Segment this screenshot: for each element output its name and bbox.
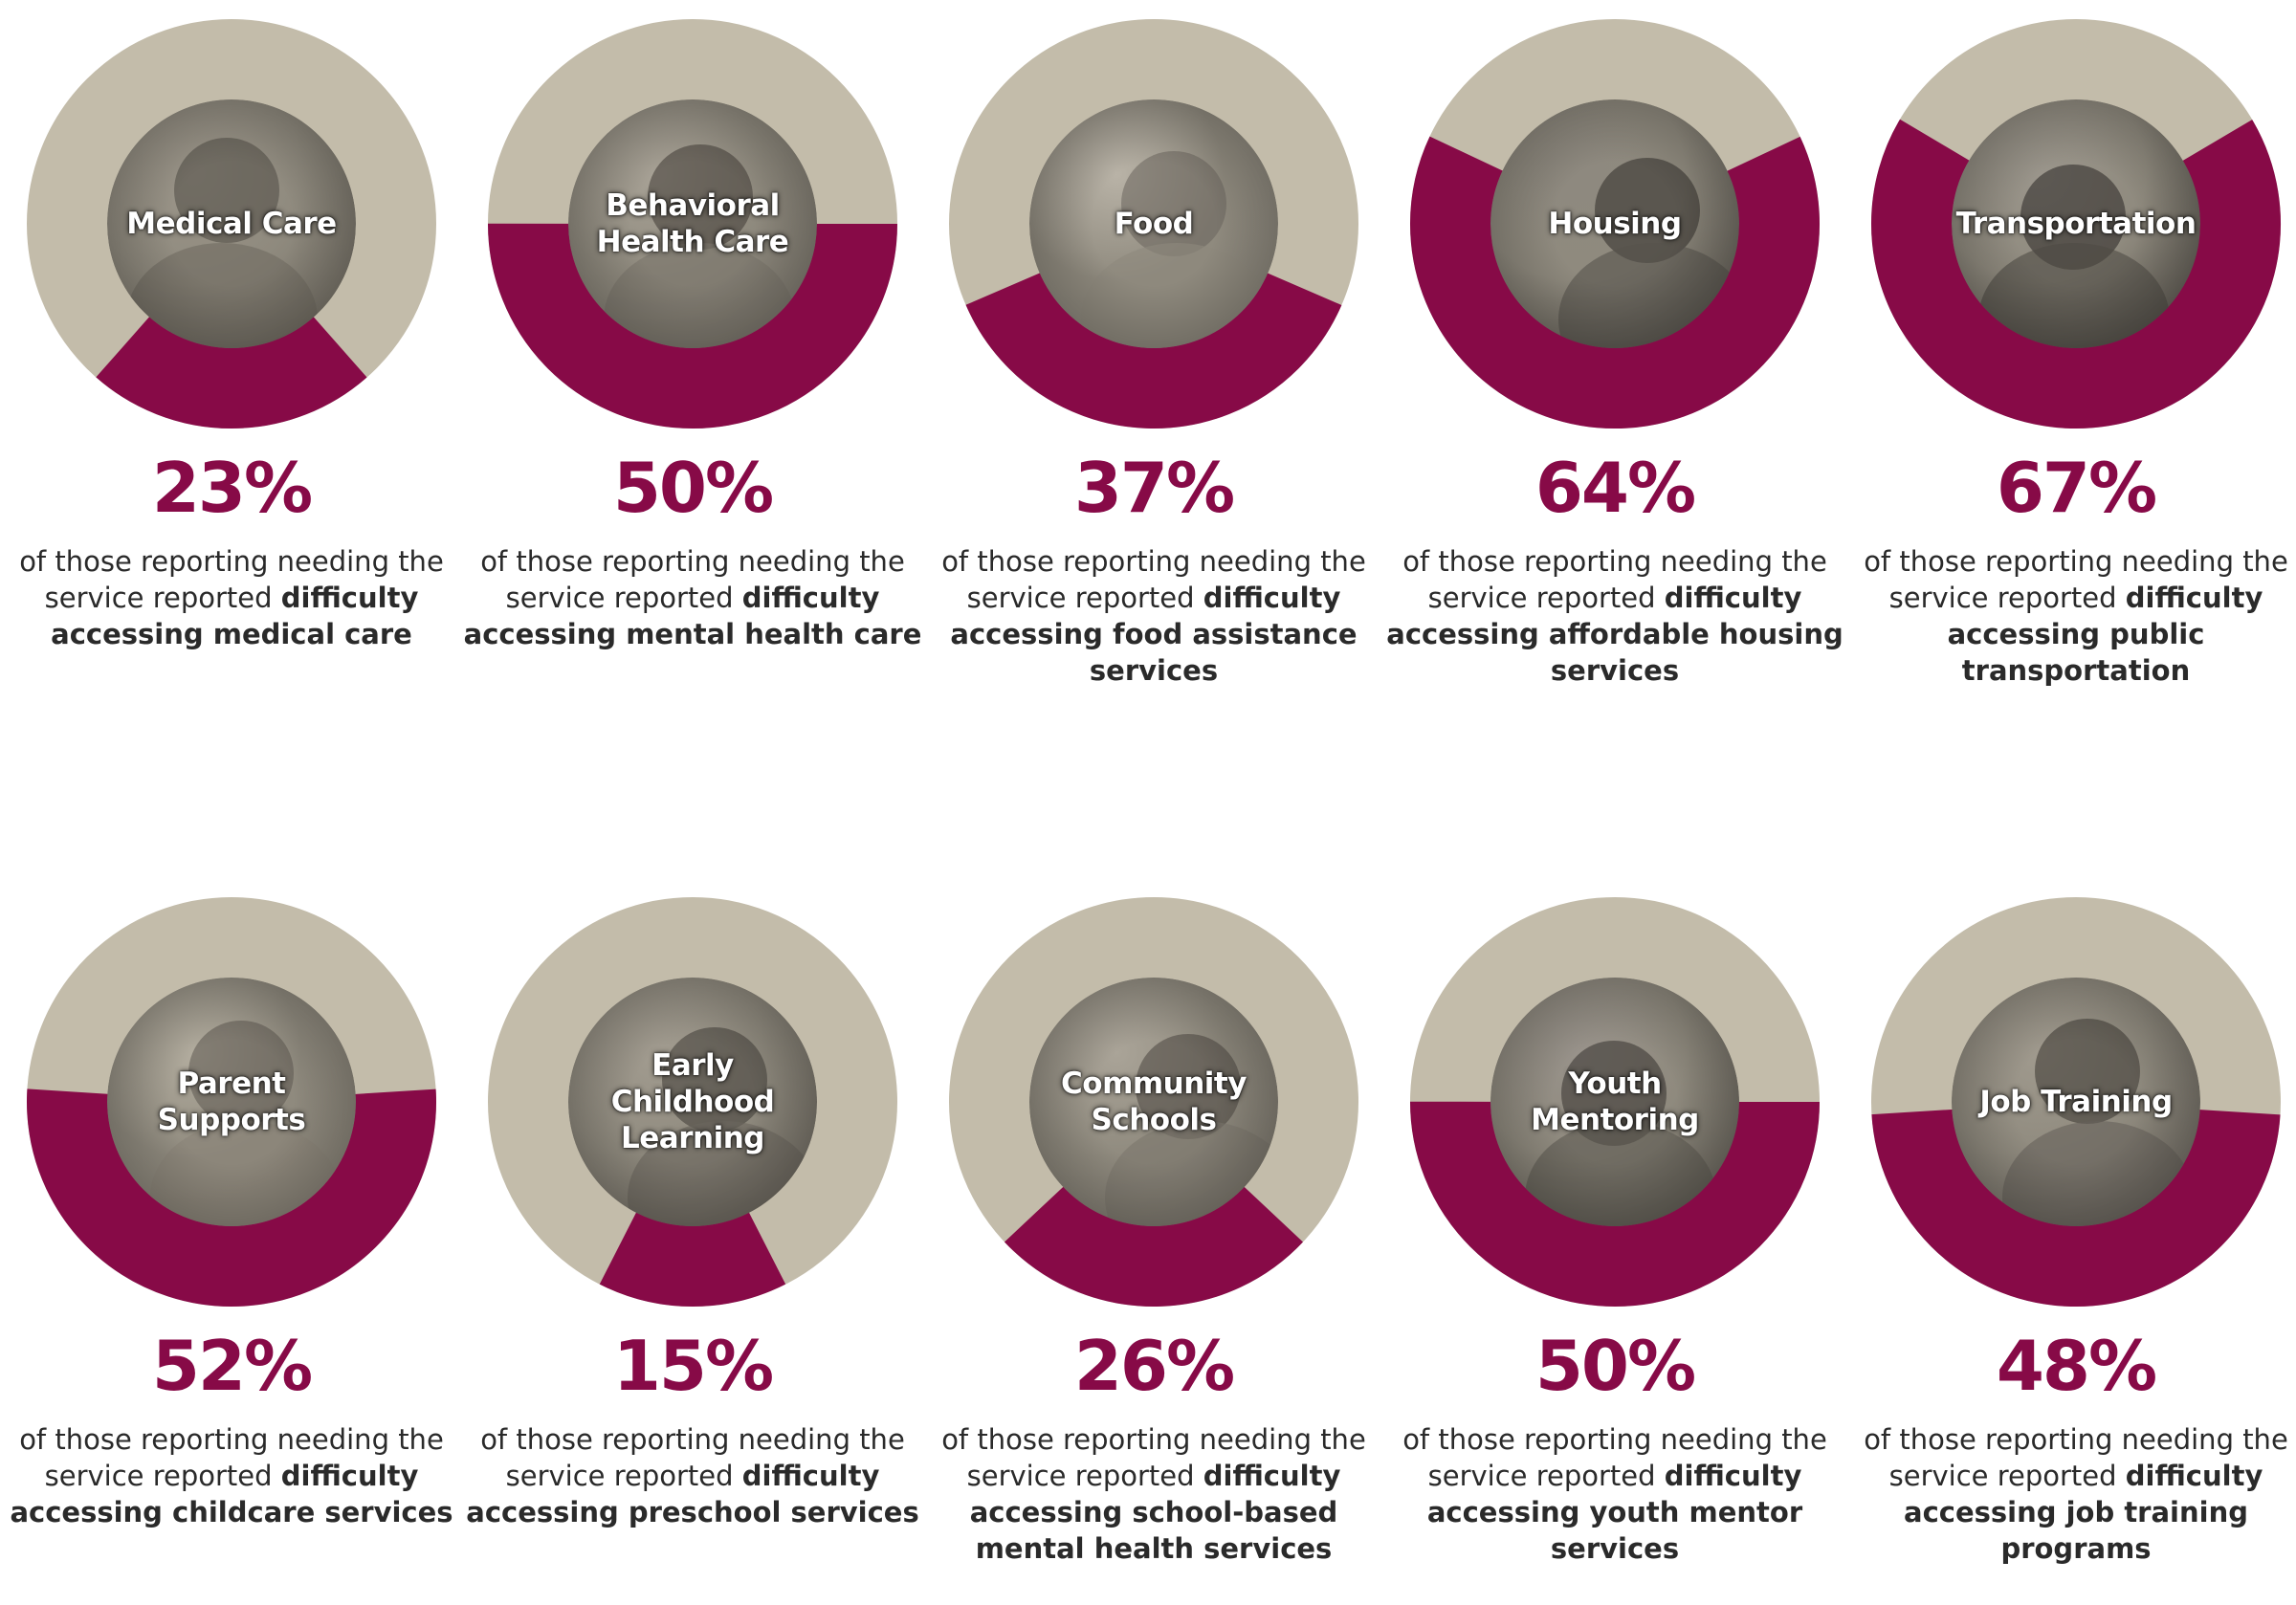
caption-text: of those reporting needing the service r… xyxy=(1864,545,2288,614)
caption-emphasis: difficulty accessing youth mentor servic… xyxy=(1426,1460,1803,1565)
caption-text: of those reporting needing the service r… xyxy=(941,1423,1366,1492)
caption-text: of those reporting needing the service r… xyxy=(19,1423,444,1492)
donut-value-arc xyxy=(949,19,1358,429)
service-label: Job Training xyxy=(1979,1085,2173,1119)
caption: of those reporting needing the service r… xyxy=(922,543,1385,689)
donut-card: Early Childhood Learning 15% of those repo… xyxy=(461,878,920,1605)
man-with-glasses-photo: Job Training xyxy=(1952,978,2200,1226)
donut-value-arc xyxy=(1410,897,1820,1307)
donut-value-arc xyxy=(27,19,436,429)
caption-text: of those reporting needing the service r… xyxy=(941,545,1366,614)
caption: of those reporting needing the service r… xyxy=(1383,1421,1846,1567)
donut-svg xyxy=(27,897,436,1307)
donut-card: Food 37% of those reporting needing the se… xyxy=(922,0,1381,727)
service-label: Youth Mentoring xyxy=(1531,1066,1699,1137)
phone-map-photo: Transportation xyxy=(1952,99,2200,348)
caption: of those reporting needing the service r… xyxy=(1844,543,2296,689)
donut-card: Medical Care 23% of those reporting needin… xyxy=(0,0,459,727)
service-label: Parent Supports xyxy=(157,1066,306,1137)
room-doorway-photo: Housing xyxy=(1490,99,1739,348)
donut-value-arc xyxy=(27,897,436,1307)
donut-svg xyxy=(1871,19,2281,429)
donut-value-arc xyxy=(1410,19,1820,429)
service-label: Community Schools xyxy=(1061,1066,1247,1137)
service-label: Early Childhood Learning xyxy=(610,1048,775,1155)
percentage-value: 26% xyxy=(1073,1326,1235,1406)
hospital-patient-photo: Medical Care xyxy=(107,99,356,348)
mentor-and-child-photo: Youth Mentoring xyxy=(1490,978,1739,1226)
donut-value-arc xyxy=(1871,897,2281,1307)
caption-text: of those reporting needing the service r… xyxy=(480,545,905,614)
children-smiling-photo: Early Childhood Learning xyxy=(568,978,817,1226)
baby-photo: Food xyxy=(1029,99,1278,348)
caption-text: of those reporting needing the service r… xyxy=(1402,1423,1827,1492)
caption-text: of those reporting needing the service r… xyxy=(19,545,444,614)
caption-emphasis: difficulty accessing public transportati… xyxy=(1947,582,2263,687)
donut-chart: Behavioral Health Care xyxy=(488,19,897,429)
donut-chart: Job Training xyxy=(1871,897,2281,1307)
donut-chart: Community Schools xyxy=(949,897,1358,1307)
donut-card: Housing 64% of those reporting needing the… xyxy=(1383,0,1843,727)
percentage-value: 50% xyxy=(612,448,774,528)
donut-value-arc xyxy=(488,19,897,429)
service-label: Housing xyxy=(1548,207,1682,241)
donut-chart: Early Childhood Learning xyxy=(488,897,897,1307)
percentage-value: 37% xyxy=(1073,448,1235,528)
caption-emphasis: difficulty accessing preschool services xyxy=(466,1460,919,1528)
percentage-value: 50% xyxy=(1534,1326,1696,1406)
caption-text: of those reporting needing the service r… xyxy=(1864,1423,2288,1492)
embrace-photo: Behavioral Health Care xyxy=(568,99,817,348)
service-label: Food xyxy=(1114,207,1194,241)
caption: of those reporting needing the service r… xyxy=(1383,543,1846,689)
donut-svg xyxy=(27,19,436,429)
school-hallway-photo: Community Schools xyxy=(1029,978,1278,1226)
donut-card: Community Schools 26% of those reporting n… xyxy=(922,878,1381,1605)
service-label: Behavioral Health Care xyxy=(596,188,789,259)
donut-svg xyxy=(488,19,897,429)
percentage-value: 64% xyxy=(1534,448,1696,528)
donut-card: Parent Supports 52% of those reporting nee… xyxy=(0,878,459,1605)
caption: of those reporting needing the service r… xyxy=(461,1421,924,1530)
caption-emphasis: difficulty accessing job training progra… xyxy=(1904,1460,2263,1565)
percentage-value: 67% xyxy=(1996,448,2157,528)
donut-card: Youth Mentoring 50% of those reporting nee… xyxy=(1383,878,1843,1605)
caption-emphasis: difficulty accessing school-based mental… xyxy=(969,1460,1341,1565)
donut-svg xyxy=(949,19,1358,429)
caption-emphasis: difficulty accessing childcare services xyxy=(10,1460,453,1528)
caption: of those reporting needing the service r… xyxy=(461,543,924,652)
donut-svg xyxy=(1410,19,1820,429)
caption-text: of those reporting needing the service r… xyxy=(480,1423,905,1492)
percentage-value: 48% xyxy=(1996,1326,2157,1406)
donut-svg xyxy=(1871,897,2281,1307)
donut-card: Transportation 67% of those reporting need… xyxy=(1844,0,2296,727)
toddler-photo: Parent Supports xyxy=(107,978,356,1226)
donut-card: Job Training 48% of those reporting needin… xyxy=(1844,878,2296,1605)
donut-chart: Medical Care xyxy=(27,19,436,429)
caption: of those reporting needing the service r… xyxy=(922,1421,1385,1567)
donut-svg xyxy=(488,897,897,1307)
caption-emphasis: difficulty accessing affordable housing … xyxy=(1386,582,1843,687)
caption: of those reporting needing the service r… xyxy=(0,543,463,652)
caption-emphasis: difficulty accessing medical care xyxy=(51,582,419,650)
caption-text: of those reporting needing the service r… xyxy=(1402,545,1827,614)
donut-chart: Transportation xyxy=(1871,19,2281,429)
caption: of those reporting needing the service r… xyxy=(0,1421,463,1530)
donut-svg xyxy=(1410,897,1820,1307)
donut-card: Behavioral Health Care 50% of those report… xyxy=(461,0,921,727)
donut-chart: Youth Mentoring xyxy=(1410,897,1820,1307)
percentage-value: 15% xyxy=(612,1326,774,1406)
donut-chart: Parent Supports xyxy=(27,897,436,1307)
service-label: Medical Care xyxy=(126,207,337,241)
caption: of those reporting needing the service r… xyxy=(1844,1421,2296,1567)
percentage-value: 52% xyxy=(151,1326,313,1406)
donut-chart: Food xyxy=(949,19,1358,429)
percentage-value: 23% xyxy=(151,448,313,528)
service-label: Transportation xyxy=(1955,207,2197,241)
donut-chart: Housing xyxy=(1410,19,1820,429)
caption-emphasis: difficulty accessing mental health care xyxy=(463,582,922,650)
caption-emphasis: difficulty accessing food assistance ser… xyxy=(950,582,1358,687)
